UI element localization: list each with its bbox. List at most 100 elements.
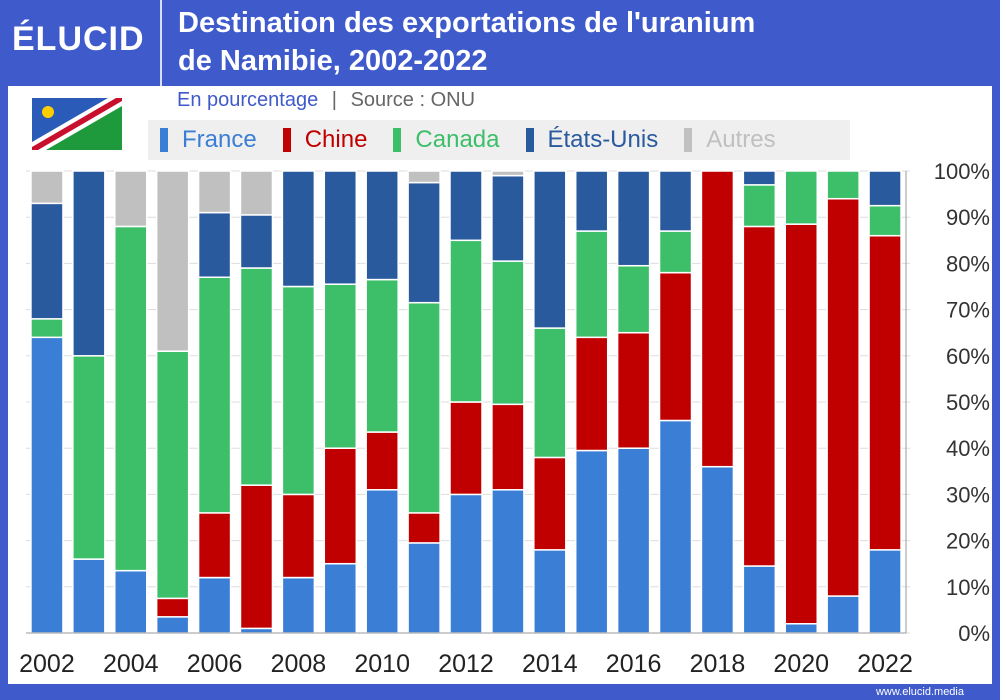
bar-segment-autres-2004	[114, 170, 148, 228]
y-tick-label: 70%	[946, 298, 990, 323]
bar-segment-canada-2002	[30, 318, 64, 339]
legend-label: Chine	[304, 126, 368, 153]
bar-segment-france-2014	[533, 549, 567, 634]
legend-label: États-Unis	[547, 126, 659, 153]
chart-title: Destination des exportations de l'uraniu…	[178, 4, 978, 80]
y-tick-label: 60%	[946, 344, 990, 369]
x-tick-label: 2020	[773, 650, 829, 678]
bar-segment-chine-2018	[700, 170, 735, 468]
bar-segment-france-2020	[784, 623, 818, 634]
bar-segment-chine-2019	[742, 225, 777, 567]
bar-segment-états-unis-2003	[72, 170, 106, 357]
bar-segment-chine-2006	[197, 512, 232, 579]
bar-segment-chine-2013	[491, 403, 525, 491]
bar-segment-états-unis-2011	[407, 181, 441, 304]
bar-segment-france-2002	[30, 336, 64, 634]
bar-segment-canada-2007	[239, 267, 274, 486]
unit-label: En pourcentage	[177, 89, 319, 111]
bar-segment-autres-2007	[239, 170, 274, 216]
bar-segment-france-2008	[281, 576, 316, 634]
bar-segment-états-unis-2013	[491, 174, 525, 262]
bar-segment-canada-2017	[658, 230, 693, 274]
bar-segment-états-unis-2006	[197, 211, 232, 279]
bar-segment-canada-2009	[323, 283, 358, 449]
bar-segment-chine-2009	[323, 447, 358, 565]
header-divider	[160, 0, 162, 86]
bar-segment-chine-2005	[155, 597, 190, 618]
y-tick-label: 10%	[946, 575, 990, 600]
bar-segment-chine-2011	[407, 512, 441, 544]
bar-segment-canada-2012	[449, 239, 483, 403]
x-tick-label: 2014	[522, 650, 578, 678]
bar-segment-canada-2015	[574, 230, 609, 339]
bar-segment-autres-2006	[197, 170, 232, 214]
bar-segment-chine-2022	[868, 234, 902, 551]
legend-item-autres: Autres	[684, 126, 776, 154]
x-tick-label: 2006	[187, 650, 243, 678]
bar-segment-canada-2008	[281, 285, 316, 496]
bar-segment-états-unis-2017	[658, 170, 693, 232]
bar-segment-france-2022	[868, 549, 902, 634]
title-line-1: Destination des exportations de l'uraniu…	[178, 7, 756, 39]
y-tick-label: 50%	[946, 390, 990, 415]
bar-segment-chine-2017	[658, 271, 693, 422]
bar-segment-canada-2016	[616, 264, 651, 334]
x-tick-label: 2016	[606, 650, 662, 678]
legend-item-canada: Canada	[393, 126, 500, 154]
bar-segment-france-2004	[114, 569, 148, 634]
bar-segment-chine-2015	[574, 336, 609, 452]
y-tick-label: 100%	[934, 159, 990, 184]
bar-segment-chine-2012	[449, 401, 483, 496]
bar-segment-france-2011	[407, 542, 441, 634]
bar-segment-autres-2005	[155, 170, 190, 352]
x-tick-label: 2018	[690, 650, 746, 678]
bar-segment-chine-2016	[616, 331, 651, 449]
bar-segment-états-unis-2014	[533, 170, 567, 329]
legend-swatch	[282, 128, 291, 152]
legend-swatch	[393, 128, 402, 152]
bar-segment-chine-2008	[281, 493, 316, 579]
bar-segment-france-2010	[365, 489, 399, 634]
bar-segment-canada-2004	[114, 225, 148, 572]
legend-swatch	[684, 128, 693, 152]
bar-segment-canada-2019	[742, 184, 777, 228]
bar-segment-états-unis-2019	[742, 170, 777, 186]
bar-segment-france-2018	[700, 465, 735, 634]
bar-segment-france-2005	[155, 616, 190, 634]
bar-segment-chine-2010	[365, 431, 399, 491]
y-tick-label: 0%	[958, 621, 990, 646]
bar-segment-france-2009	[323, 562, 358, 634]
bar-segment-autres-2011	[407, 170, 441, 184]
bar-segment-autres-2013	[491, 170, 525, 177]
bar-segment-canada-2022	[868, 204, 902, 237]
legend-swatch	[525, 128, 534, 152]
bar-segment-états-unis-2012	[449, 170, 483, 242]
bar-segment-france-2021	[826, 595, 860, 634]
bar-segment-états-unis-2002	[30, 202, 64, 320]
bar-segment-états-unis-2007	[239, 214, 274, 269]
y-tick-label: 30%	[946, 482, 990, 507]
legend-label: France	[182, 126, 257, 153]
legend-item-états-unis: États-Unis	[525, 126, 659, 154]
bar-segment-canada-2010	[365, 278, 399, 433]
legend-item-chine: Chine	[282, 126, 368, 154]
bar-segment-france-2019	[742, 565, 777, 634]
bar-segment-états-unis-2010	[365, 170, 399, 281]
bar-segment-france-2013	[491, 489, 525, 634]
bar-segment-canada-2021	[826, 170, 860, 200]
source-label: Source : ONU	[350, 89, 476, 111]
bar-segment-france-2015	[574, 449, 609, 634]
bar-segment-canada-2006	[197, 276, 232, 514]
bar-segment-france-2012	[449, 493, 483, 634]
x-tick-label: 2008	[271, 650, 327, 678]
bar-segment-états-unis-2009	[323, 170, 358, 285]
y-tick-label: 20%	[946, 529, 990, 554]
elucid-logo: ÉLUCID	[12, 20, 145, 58]
bar-segment-france-2003	[72, 558, 106, 634]
legend-swatch	[160, 128, 168, 152]
bar-segment-france-2006	[197, 576, 232, 634]
bar-segment-chine-2021	[826, 197, 860, 597]
x-tick-label: 2012	[438, 650, 494, 678]
bar-segment-france-2016	[616, 447, 651, 634]
